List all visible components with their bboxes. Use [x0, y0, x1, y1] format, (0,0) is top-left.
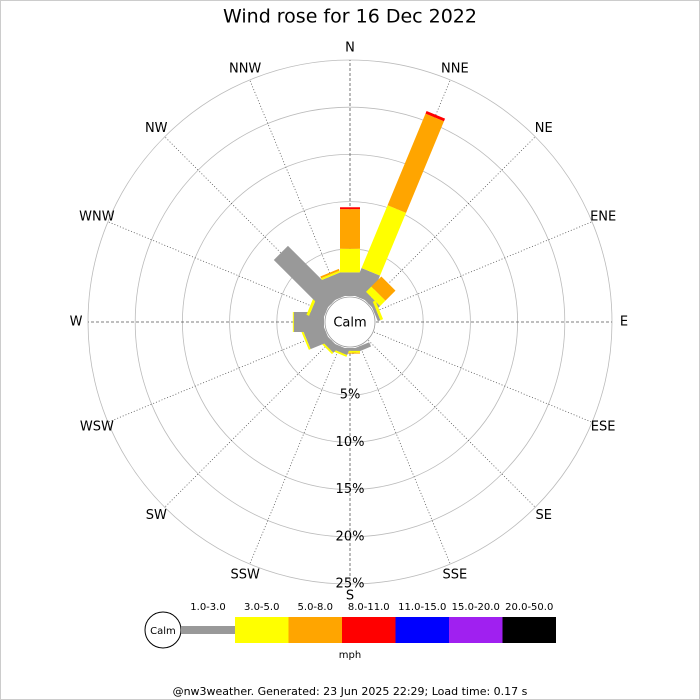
bar-segment — [292, 312, 294, 332]
spoke — [164, 340, 332, 508]
legend-label: 5.0-8.0 — [298, 602, 333, 613]
direction-label: ESE — [591, 419, 616, 434]
bar-segment — [273, 245, 339, 311]
bar-segment — [387, 113, 444, 213]
legend-swatch — [181, 626, 235, 634]
direction-label: NE — [535, 121, 553, 136]
bar-segment — [371, 276, 396, 301]
direction-label: SE — [536, 508, 552, 523]
calm-circle — [324, 296, 376, 348]
spoke — [359, 345, 451, 565]
ring-label: 25% — [336, 577, 365, 592]
bar-segment — [340, 248, 360, 273]
legend-label: 11.0-15.0 — [398, 602, 446, 613]
direction-label: SSE — [442, 568, 467, 583]
spoke — [249, 345, 341, 565]
spoke — [249, 79, 341, 299]
bar-segment — [301, 330, 311, 350]
bar-segment — [370, 301, 381, 322]
direction-label: SW — [146, 508, 167, 523]
ring-label: 5% — [340, 388, 361, 403]
legend-swatch — [235, 617, 289, 643]
bar-segment — [361, 205, 407, 276]
direction-label: NNW — [229, 61, 261, 76]
bar-segment — [321, 272, 350, 302]
legend-swatch — [288, 617, 342, 643]
direction-label: W — [70, 315, 83, 330]
bar-segment — [350, 267, 381, 302]
ring — [229, 201, 471, 443]
spoke — [107, 221, 327, 313]
footer: @nw3weather. Generated: 23 Jun 2025 22:2… — [173, 685, 528, 698]
direction-label: ENE — [590, 210, 616, 225]
legend-swatch — [502, 617, 556, 643]
spoke — [107, 331, 327, 423]
legend-label: 8.0-11.0 — [348, 602, 390, 613]
direction-label: NW — [145, 121, 168, 136]
bar-segment — [306, 296, 317, 316]
unit-label: mph — [339, 650, 361, 661]
chart-title: Wind rose for 16 Dec 2022 — [223, 6, 477, 28]
legend-label: 3.0-5.0 — [244, 602, 279, 613]
bar-segment — [340, 209, 360, 249]
bar-segment — [340, 207, 360, 210]
bar-segment — [320, 268, 340, 279]
direction-label: WNW — [79, 210, 115, 225]
direction-label: NNE — [441, 61, 469, 76]
bar-segment — [365, 286, 386, 307]
spoke — [373, 331, 593, 423]
direction-label: N — [345, 41, 355, 56]
direction-label: S — [346, 589, 354, 604]
bar-segment — [321, 270, 341, 281]
ring — [134, 106, 566, 538]
calm-label: Calm — [333, 316, 366, 331]
bar-segment — [425, 111, 446, 122]
ring-label: 15% — [336, 482, 365, 497]
ring-label: 10% — [336, 435, 365, 450]
legend-label: 1.0-3.0 — [190, 602, 225, 613]
direction-label: WSW — [80, 419, 114, 434]
spoke — [368, 340, 536, 508]
spoke — [368, 136, 536, 304]
bar-segment — [372, 300, 384, 321]
spoke — [373, 221, 593, 313]
legend-label: 20.0-50.0 — [505, 602, 553, 613]
direction-label: E — [620, 315, 628, 330]
legend-label: 15.0-20.0 — [452, 602, 500, 613]
direction-label: SSW — [230, 568, 260, 583]
legend-calm-label: Calm — [150, 626, 176, 637]
legend-swatch — [342, 617, 396, 643]
ring-label: 20% — [336, 529, 365, 544]
legend-swatch — [449, 617, 503, 643]
legend-swatch — [395, 617, 449, 643]
